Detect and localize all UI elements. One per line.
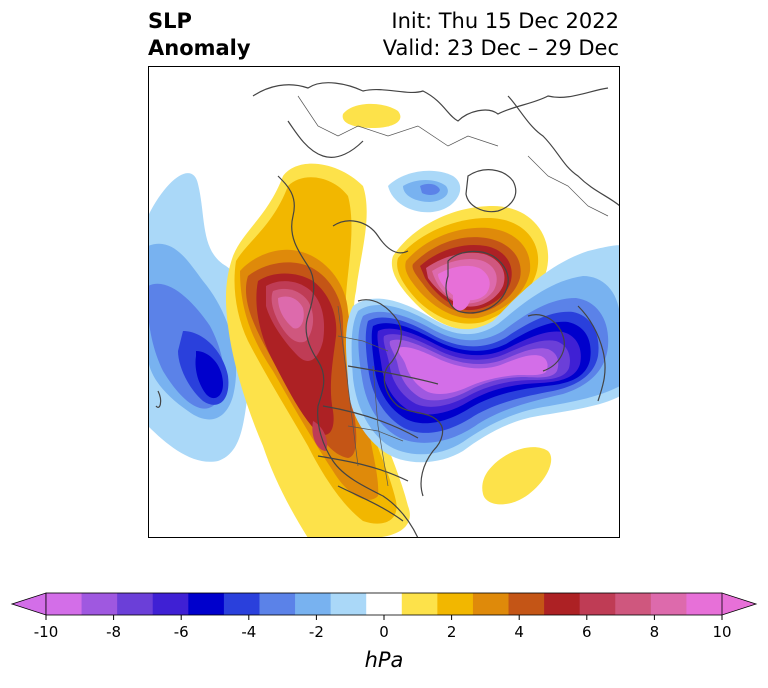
- siberia-high-anomaly: [342, 103, 401, 128]
- colorbar-tick-label: 0: [379, 623, 389, 641]
- colorbar-swatch: [188, 593, 225, 615]
- colorbar-swatch: [401, 593, 438, 615]
- colorbar-canvas: -10 -8 -6 -4 -2 0 2 4 6 8 10 hPa: [10, 592, 758, 672]
- colorbar-swatch: [650, 593, 687, 615]
- colorbar-swatch: [223, 593, 260, 615]
- colorbar-swatch: [472, 593, 510, 615]
- valid-range-label: Valid: 23 Dec – 29 Dec: [382, 36, 619, 60]
- colorbar-swatch: [117, 593, 154, 615]
- colorbar-swatch: [81, 593, 118, 615]
- colorbar-tick-label: 4: [514, 623, 524, 641]
- colorbar-swatch: [366, 593, 403, 615]
- colorbar-tick-label: 2: [447, 623, 457, 641]
- colorbar-tick-label: -2: [309, 623, 324, 641]
- pacific-low-anomaly: [148, 173, 259, 462]
- colorbar-extend-max: [721, 592, 758, 616]
- colorbar-tick-label: -10: [34, 623, 59, 641]
- colorbar-swatch: [259, 593, 296, 615]
- map-subtitle: Init: Thu 15 Dec 2022 Valid: 23 Dec – 29…: [383, 8, 619, 62]
- title-line-1: SLP: [148, 9, 192, 33]
- colorbar-tick-label: -6: [174, 623, 189, 641]
- coastlines: [155, 82, 620, 538]
- colorbar-swatch: [437, 593, 474, 615]
- colorbar-swatch: [152, 593, 189, 615]
- init-date-label: Init: Thu 15 Dec 2022: [391, 9, 619, 33]
- colorbar-unit-label: hPa: [365, 648, 404, 672]
- slp-anomaly-map: [148, 66, 620, 538]
- western-high-anomaly: [225, 163, 410, 538]
- colorbar: -10 -8 -6 -4 -2 0 2 4 6 8 10 hPa: [0, 585, 768, 685]
- country-borders: [297, 95, 609, 487]
- colorbar-swatch: [295, 593, 332, 615]
- colorbar-tick-label: 10: [712, 623, 731, 641]
- colorbar-swatch: [579, 593, 616, 615]
- atlantic-high-anomaly: [482, 447, 552, 505]
- colorbar-tick-label: -4: [241, 623, 256, 641]
- eastern-low-anomaly: [345, 245, 620, 463]
- colorbar-swatch: [544, 593, 581, 615]
- map-title: SLP Anomaly: [148, 8, 251, 62]
- colorbar-tick-label: 8: [650, 623, 660, 641]
- colorbar-extend-min: [10, 592, 47, 616]
- colorbar-swatch: [46, 593, 83, 615]
- colorbar-tick-label: 6: [582, 623, 592, 641]
- title-line-2: Anomaly: [148, 36, 251, 60]
- colorbar-swatch: [330, 593, 367, 615]
- arctic-low-anomaly: [388, 170, 461, 213]
- map-canvas: [148, 66, 620, 538]
- colorbar-swatch: [615, 593, 652, 615]
- colorbar-swatch: [508, 593, 545, 615]
- colorbar-tick-label: -8: [106, 623, 121, 641]
- colorbar-swatch: [686, 593, 723, 615]
